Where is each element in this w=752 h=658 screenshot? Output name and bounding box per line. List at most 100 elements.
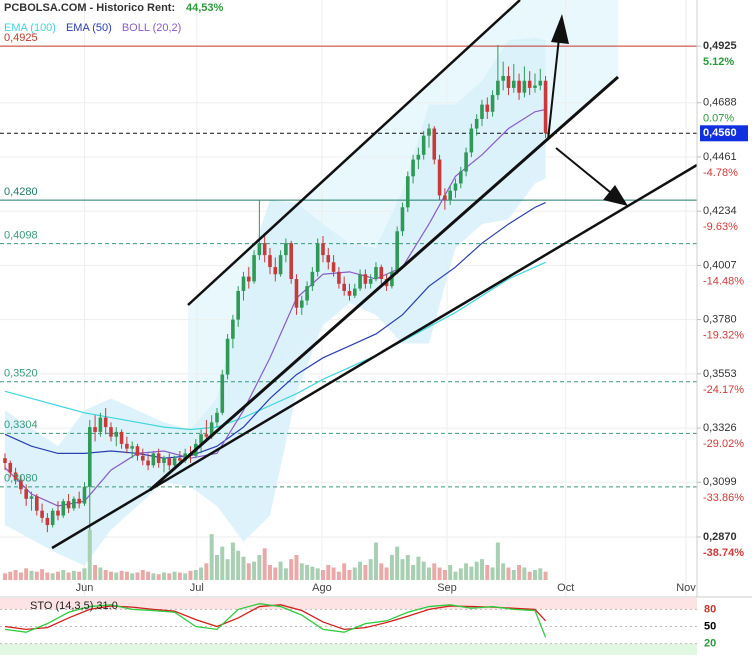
volume-bar [363, 565, 368, 580]
x-tick-label: Ago [312, 582, 332, 594]
volume-bar [320, 570, 325, 580]
volume-bar [29, 570, 34, 580]
candle-body [400, 207, 405, 232]
candle-body [257, 243, 262, 256]
candle-body [358, 274, 362, 289]
candle-body [284, 243, 288, 256]
y-tick-label: 0,3780 [703, 314, 737, 326]
arrow [555, 147, 611, 193]
candle-body [220, 374, 225, 413]
volume-bar [448, 565, 453, 580]
candle-body [443, 195, 447, 201]
candle-body [231, 319, 235, 339]
candle-body [103, 417, 108, 428]
volume-bar [522, 567, 527, 580]
y-tick-change: -9.63% [703, 221, 738, 233]
sto-tick-label: 50 [704, 620, 716, 632]
volume-bar [130, 573, 135, 580]
candle-body [29, 496, 34, 499]
candle-body [405, 176, 410, 208]
candle-body [156, 453, 161, 463]
candle-body [321, 243, 325, 256]
volume-bar [490, 567, 495, 580]
volume-bar [209, 534, 214, 580]
candle-body [485, 104, 490, 112]
candle-body [262, 243, 267, 256]
volume-bar [527, 571, 532, 580]
volume-bar [485, 565, 490, 580]
volume-bar [495, 542, 500, 580]
candle-body [109, 427, 113, 437]
y-tick-label: 0,3326 [703, 422, 737, 434]
volume-bar [114, 572, 119, 580]
overlay-line [4, 202, 546, 459]
sto-tick-label: 80 [704, 603, 716, 615]
candle-body [241, 276, 246, 291]
volume-bar [336, 571, 341, 580]
volume-bar [82, 568, 87, 580]
candle-body [119, 431, 124, 444]
volume-bar [358, 561, 363, 580]
candle-body [19, 479, 23, 490]
candle-body [204, 434, 209, 437]
candle-body [252, 255, 256, 282]
candle-body [146, 460, 150, 466]
candle-body [331, 262, 336, 272]
candle-body [273, 267, 278, 275]
last-price-box [700, 125, 748, 142]
candle-body [140, 455, 145, 461]
volume-bar [71, 570, 76, 580]
sto-label: STO (14,3,5) 31.0 [30, 600, 118, 612]
volume-bar [373, 542, 378, 580]
volume-bar [236, 550, 241, 580]
volume-bar [13, 570, 18, 580]
y-tick-label: 0,3099 [703, 476, 737, 488]
y-tick-change: -4.78% [703, 167, 738, 179]
candle-body [448, 190, 452, 201]
candle-body [342, 283, 346, 291]
trendline [149, 75, 619, 492]
volume-bar [161, 572, 166, 580]
level-label: 0,4925 [4, 32, 38, 44]
volume-bar [416, 556, 421, 580]
overlay-line [4, 261, 546, 431]
volume-bar [146, 571, 151, 580]
volume-bar [395, 546, 400, 580]
sto-line [4, 603, 547, 638]
volume-bar [326, 565, 331, 580]
sto-oversold [0, 643, 697, 655]
volume-bar [61, 570, 66, 580]
volume-bar [474, 561, 479, 580]
volume-bar [453, 571, 458, 580]
volume-bar [246, 563, 251, 580]
plot-layer [0, 44, 697, 645]
y-tick-label: 0,4234 [703, 205, 737, 217]
volume-bar [331, 567, 336, 580]
candle-body [162, 458, 166, 463]
candle-body [538, 80, 543, 86]
volume-bar [167, 573, 172, 580]
candle-body [299, 300, 304, 308]
volume-bar [464, 563, 469, 580]
candle-body [374, 267, 378, 280]
volume-bar [45, 572, 50, 580]
volume-bar [389, 555, 394, 580]
volume-bar [193, 570, 198, 580]
volume-bar [305, 565, 310, 580]
volume-bar [66, 572, 71, 580]
level-label: 0,3520 [4, 368, 38, 380]
sto-line [4, 604, 547, 631]
volume-bar [421, 561, 426, 580]
volume-bar [40, 569, 45, 580]
volume-bar [18, 572, 23, 580]
candle-body [352, 288, 357, 296]
candle-body [66, 501, 71, 509]
volume-bar [352, 567, 357, 580]
volume-bar [501, 563, 506, 580]
volume-bar [342, 563, 347, 580]
candle-body [215, 412, 219, 423]
legend-entry: EMA (50) [66, 22, 112, 34]
header-return: 44,53% [186, 2, 224, 14]
candle-body [125, 443, 129, 449]
